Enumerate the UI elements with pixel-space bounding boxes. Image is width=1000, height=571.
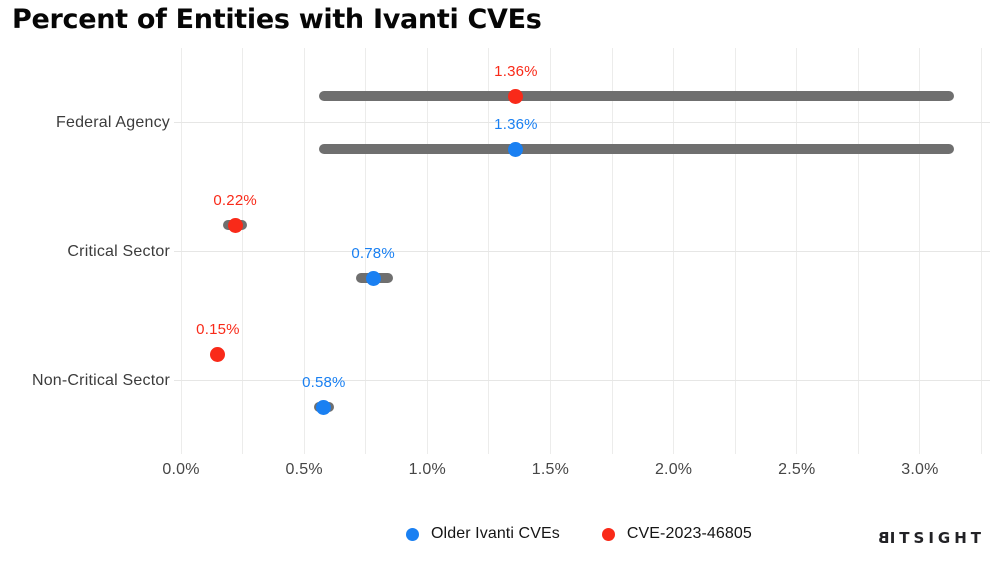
category-label: Critical Sector: [67, 242, 170, 260]
legend-swatch-red: [601, 527, 615, 541]
h-gridline: [174, 251, 990, 253]
value-label: 0.15%: [196, 320, 240, 338]
data-dot-blue: [508, 141, 524, 157]
x-tick-label: 2.0%: [654, 461, 693, 478]
logo-letters-rest: ITSIGHT: [889, 529, 985, 547]
v-gridline: [919, 48, 921, 454]
v-gridline: [673, 48, 675, 454]
h-gridline: [174, 122, 990, 124]
x-tick-label: 0.5%: [285, 461, 323, 478]
value-label: 1.36%: [494, 62, 538, 80]
v-gridline: [611, 48, 613, 454]
ci-bar: [318, 144, 955, 154]
v-gridline: [549, 48, 551, 454]
v-gridline: [980, 48, 982, 454]
data-dot-blue: [316, 399, 332, 415]
x-tick-label: 1.5%: [531, 461, 570, 478]
x-tick-label: 0.0%: [162, 461, 200, 478]
chart-title: Percent of Entities with Ivanti CVEs: [12, 4, 542, 35]
legend-label: Older Ivanti CVEs: [431, 525, 560, 542]
legend-swatch-blue: [406, 527, 419, 541]
v-gridline: [488, 48, 490, 454]
category-label: Non-Critical Sector: [31, 371, 170, 389]
legend: Older Ivanti CVEs CVE-2023-46805: [406, 524, 752, 544]
data-dot-blue: [365, 270, 381, 286]
legend-item: Older Ivanti CVEs: [406, 525, 560, 543]
data-dot-red: [508, 88, 524, 104]
ci-bar: [318, 91, 955, 102]
x-tick-label: 1.0%: [408, 461, 446, 478]
v-gridline: [857, 48, 859, 454]
value-label: 0.78%: [351, 244, 395, 262]
category-label: Federal Agency: [56, 113, 170, 131]
logo-letter-b: B: [874, 529, 890, 547]
v-gridline: [734, 48, 736, 454]
v-gridline: [796, 48, 798, 454]
data-dot-red: [210, 346, 226, 362]
value-label: 1.36%: [494, 115, 538, 133]
legend-label: CVE-2023-46805: [626, 525, 752, 542]
v-gridline: [242, 48, 244, 454]
v-gridline: [180, 48, 182, 454]
value-label: 0.22%: [213, 191, 257, 209]
v-gridline: [426, 48, 428, 454]
x-tick-label: 2.5%: [778, 461, 816, 478]
legend-item: CVE-2023-46805: [601, 525, 752, 543]
data-dot-red: [227, 217, 243, 233]
v-gridline: [365, 48, 367, 454]
bitsight-logo: BITSIGHT: [874, 529, 985, 547]
v-gridline: [303, 48, 305, 454]
h-gridline: [174, 380, 990, 382]
x-tick-label: 3.0%: [901, 461, 939, 478]
value-label: 0.58%: [302, 373, 346, 391]
